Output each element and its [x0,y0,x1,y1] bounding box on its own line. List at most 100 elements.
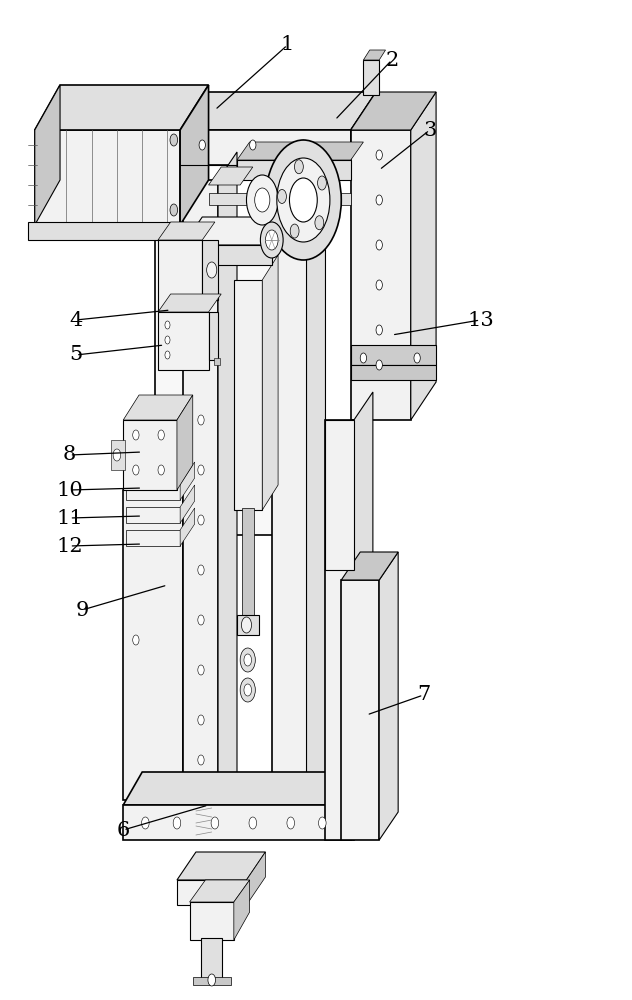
Circle shape [198,315,204,325]
Circle shape [198,755,204,765]
Polygon shape [123,805,351,840]
Polygon shape [246,852,265,905]
Text: 7: 7 [417,686,430,704]
Circle shape [414,353,420,363]
Polygon shape [180,485,195,523]
Circle shape [170,134,178,146]
Circle shape [240,648,255,672]
Text: 6: 6 [117,820,130,840]
Circle shape [376,325,382,335]
Circle shape [265,140,341,260]
Circle shape [158,430,164,440]
Circle shape [376,195,382,205]
Polygon shape [202,240,218,300]
Polygon shape [158,240,202,310]
Polygon shape [183,180,218,800]
Circle shape [198,615,204,625]
Polygon shape [351,92,376,165]
Polygon shape [237,142,363,160]
Circle shape [376,240,382,250]
Polygon shape [363,50,386,60]
Circle shape [240,678,255,702]
Circle shape [198,355,204,365]
Polygon shape [351,92,436,130]
Polygon shape [278,212,297,535]
Polygon shape [201,938,222,980]
Polygon shape [242,508,254,620]
Text: 5: 5 [70,346,82,364]
Circle shape [287,817,295,829]
Circle shape [289,178,317,222]
Circle shape [170,204,178,216]
Polygon shape [209,193,265,205]
Circle shape [277,189,286,203]
Polygon shape [341,580,379,840]
Circle shape [319,817,326,829]
Polygon shape [158,294,221,312]
Circle shape [244,654,252,666]
Text: 9: 9 [75,600,89,619]
Circle shape [295,160,303,174]
Circle shape [173,817,181,829]
Polygon shape [180,85,209,225]
Circle shape [277,158,330,242]
Circle shape [198,715,204,725]
Circle shape [360,353,367,363]
Circle shape [208,974,216,986]
Polygon shape [363,60,379,95]
Polygon shape [262,255,278,510]
Polygon shape [111,440,125,470]
Polygon shape [234,880,250,940]
Polygon shape [177,395,193,490]
Polygon shape [35,85,60,225]
Circle shape [198,415,204,425]
Polygon shape [325,420,354,570]
Polygon shape [35,180,209,240]
Polygon shape [158,222,215,240]
Polygon shape [234,280,262,510]
Text: 11: 11 [56,508,83,528]
Polygon shape [272,180,307,800]
Polygon shape [183,465,199,800]
Circle shape [260,222,283,258]
Polygon shape [237,615,259,635]
Text: 1: 1 [281,35,295,54]
Circle shape [376,360,382,370]
Circle shape [207,262,217,278]
Polygon shape [180,130,351,165]
Circle shape [199,140,205,150]
Circle shape [250,140,256,150]
Circle shape [244,684,252,696]
Polygon shape [351,772,373,840]
Polygon shape [209,312,218,360]
Polygon shape [155,240,278,535]
Polygon shape [180,462,195,500]
Polygon shape [354,392,373,840]
Circle shape [198,275,204,285]
Polygon shape [28,222,186,240]
Circle shape [198,665,204,675]
Polygon shape [123,395,193,420]
Circle shape [165,336,170,344]
Circle shape [290,224,299,238]
Text: 2: 2 [386,50,398,70]
Circle shape [241,617,252,633]
Circle shape [113,449,121,461]
Circle shape [158,465,164,475]
Circle shape [133,430,139,440]
Circle shape [165,351,170,359]
Circle shape [198,565,204,575]
Polygon shape [126,484,180,500]
Text: 4: 4 [70,310,82,330]
Polygon shape [341,193,351,205]
Polygon shape [158,312,209,370]
Polygon shape [351,345,436,365]
Circle shape [133,635,139,645]
Circle shape [142,817,149,829]
Circle shape [133,465,139,475]
Polygon shape [351,365,436,380]
Circle shape [300,140,307,150]
Polygon shape [126,530,180,546]
Circle shape [376,280,382,290]
Polygon shape [177,880,246,905]
